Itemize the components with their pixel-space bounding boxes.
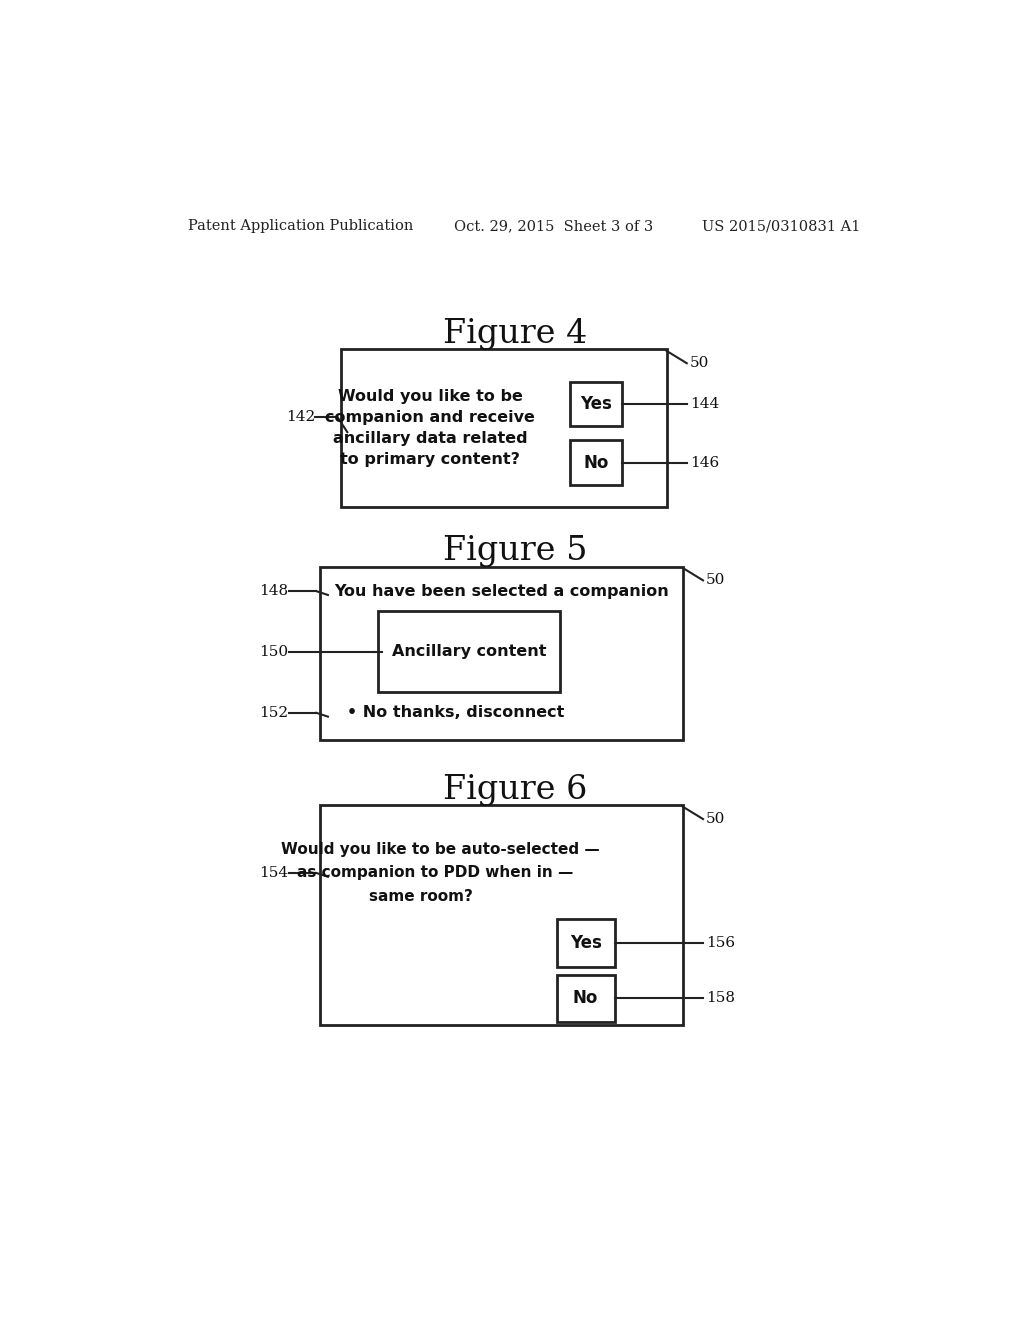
Bar xyxy=(321,566,683,739)
Text: 144: 144 xyxy=(690,397,719,411)
Text: Ancillary content: Ancillary content xyxy=(392,644,547,659)
Bar xyxy=(569,381,623,426)
Text: Figure 5: Figure 5 xyxy=(443,535,588,568)
Text: 148: 148 xyxy=(259,585,289,598)
Text: Oct. 29, 2015  Sheet 3 of 3: Oct. 29, 2015 Sheet 3 of 3 xyxy=(454,219,652,234)
Text: 50: 50 xyxy=(690,356,710,370)
Text: Patent Application Publication: Patent Application Publication xyxy=(188,219,414,234)
Text: 142: 142 xyxy=(286,409,315,424)
Text: Yes: Yes xyxy=(581,395,612,413)
Text: You have been selected a companion: You have been selected a companion xyxy=(334,583,669,599)
Text: 152: 152 xyxy=(259,706,289,719)
Text: 150: 150 xyxy=(259,644,289,659)
Text: 50: 50 xyxy=(707,573,726,587)
Text: as companion to PDD when in —: as companion to PDD when in — xyxy=(297,866,573,880)
Text: 156: 156 xyxy=(707,936,735,950)
Bar xyxy=(341,350,667,507)
Text: Would you like to be
companion and receive
ancillary data related
to primary con: Would you like to be companion and recei… xyxy=(326,389,536,467)
Text: • No thanks, disconnect: • No thanks, disconnect xyxy=(347,705,564,721)
Text: 158: 158 xyxy=(707,991,735,1006)
Text: US 2015/0310831 A1: US 2015/0310831 A1 xyxy=(701,219,860,234)
Bar xyxy=(378,611,560,692)
Text: Figure 6: Figure 6 xyxy=(443,774,588,805)
Text: 50: 50 xyxy=(707,812,726,826)
Text: Would you like to be auto-selected —: Would you like to be auto-selected — xyxy=(281,842,600,858)
Bar xyxy=(321,805,683,1024)
Text: Yes: Yes xyxy=(569,935,601,952)
Text: No: No xyxy=(573,990,598,1007)
Text: same room?: same room? xyxy=(369,888,473,904)
Bar xyxy=(557,919,614,966)
Text: No: No xyxy=(584,454,609,471)
Text: 154: 154 xyxy=(259,866,289,880)
Text: Figure 4: Figure 4 xyxy=(443,318,588,350)
Text: 146: 146 xyxy=(690,455,719,470)
Bar xyxy=(569,441,623,484)
Bar xyxy=(557,974,614,1022)
